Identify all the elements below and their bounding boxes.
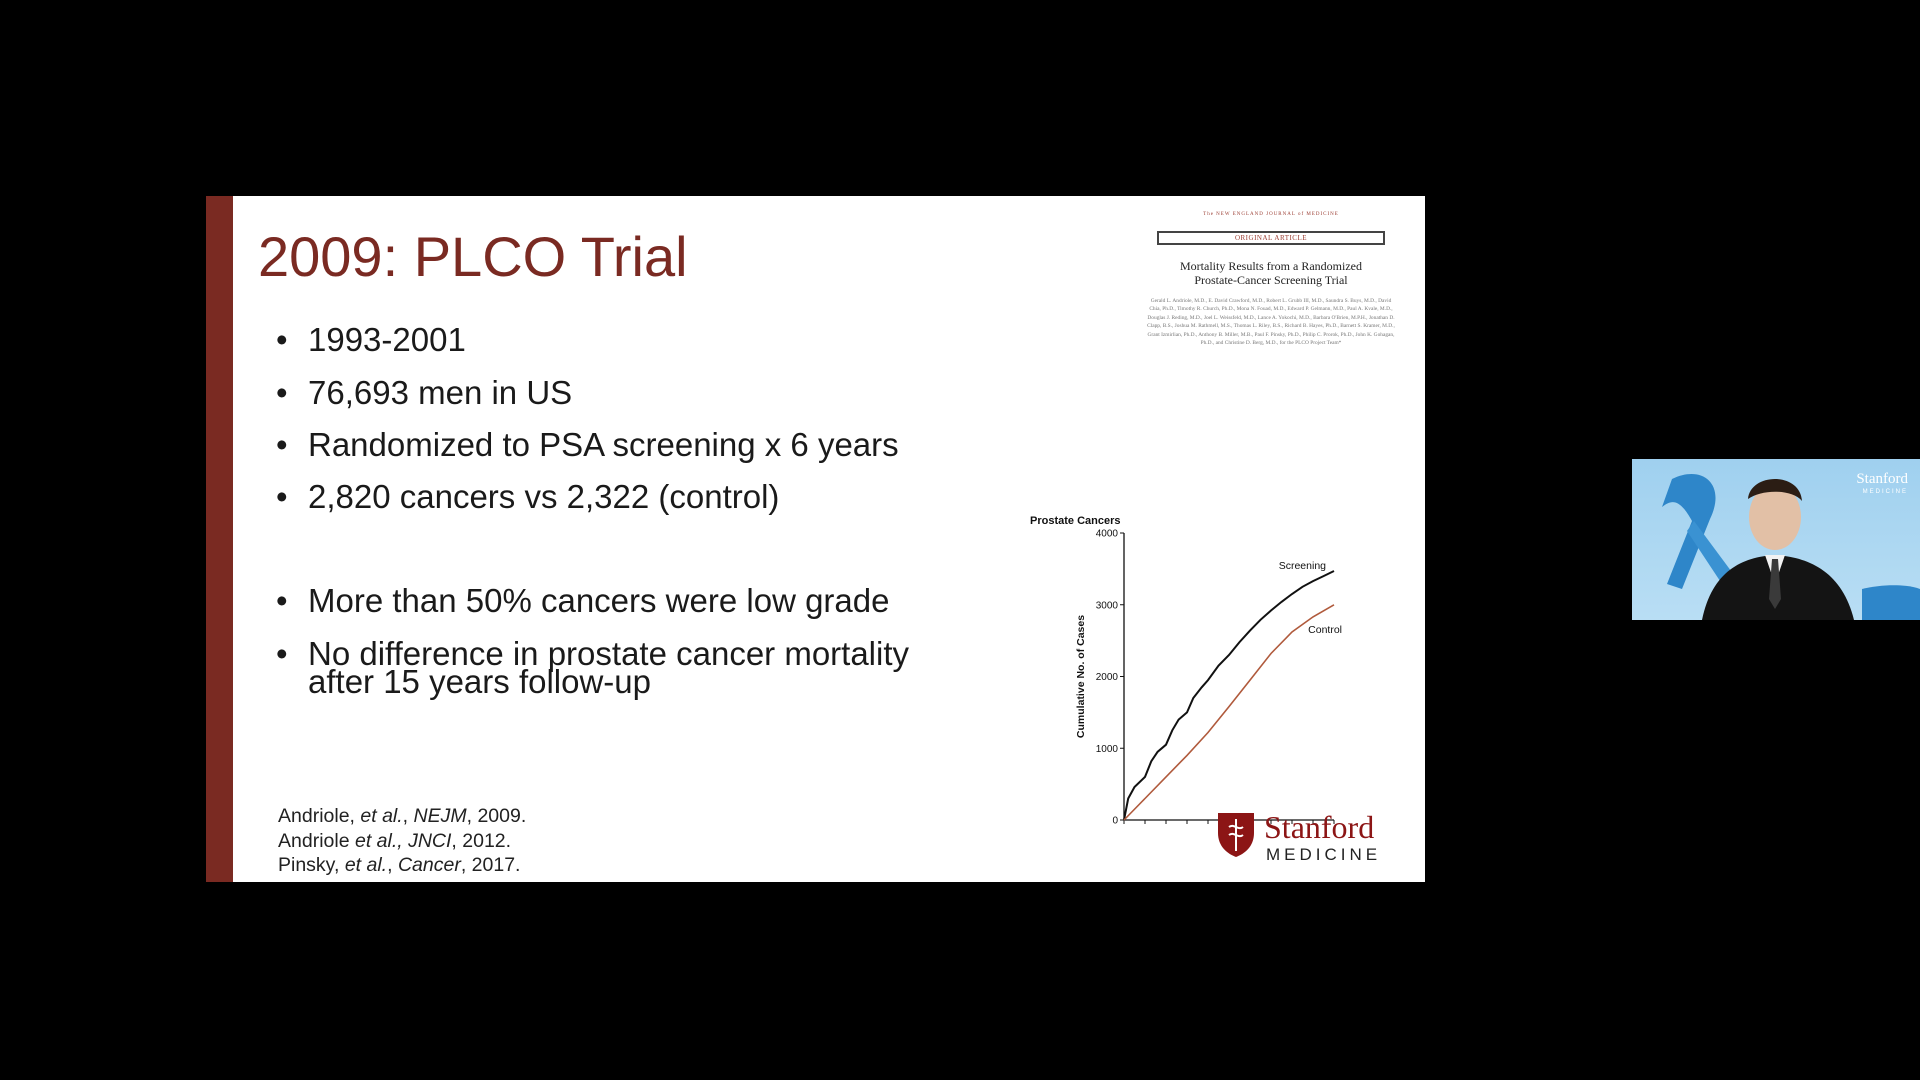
presenter-video: Stanford MEDICINE — [1632, 459, 1920, 620]
presenter-silhouette — [1662, 473, 1920, 620]
y-axis-label: Cumulative No. of Cases — [1075, 615, 1087, 738]
paper-title: Mortality Results from a Randomized Pros… — [1180, 259, 1362, 287]
bullet-text: 1993-2001 — [308, 321, 466, 358]
bullet-dot: • — [276, 374, 288, 411]
bullet-text: No difference in prostate cancer mortali… — [308, 635, 910, 672]
ref-year: , 2009. — [466, 805, 527, 827]
ref-year: , 2012. — [451, 829, 512, 852]
series-line-screening — [1123, 570, 1335, 821]
bullet-dot: • — [276, 635, 288, 672]
ref-year: , 2017. — [460, 854, 521, 876]
paper-excerpt: The NEW ENGLAND JOURNAL of MEDICINE ORIG… — [1136, 212, 1406, 347]
bullet-dot: • — [276, 321, 288, 358]
presentation-slide: 2009: PLCO Trial • 1993-2001 • 76,693 me… — [206, 196, 1425, 882]
ref-journal: NEJM — [413, 805, 467, 827]
ref-journal: Cancer — [397, 854, 461, 876]
watermark-sub: MEDICINE — [1862, 489, 1908, 495]
bullet-text: More than 50% cancers were low grade — [308, 582, 890, 619]
ref-etal: et al. — [360, 805, 403, 827]
paper-authors: Gerald L. Andriole, M.D., E. David Crawf… — [1147, 298, 1395, 347]
stanford-shield-icon — [1218, 813, 1254, 857]
slide-accent-bar — [206, 196, 233, 882]
bullet-text: 2,820 cancers vs 2,322 (control) — [308, 478, 780, 515]
y-tick-label: 2000 — [1096, 672, 1119, 683]
logo-sub: MEDICINE — [1266, 845, 1382, 864]
reference-line: Andriole et al., JNCI, 2012. — [278, 829, 526, 854]
y-tick-label: 3000 — [1096, 600, 1119, 611]
ref-author: Andriole — [278, 829, 355, 852]
logo-name: Stanford — [1264, 809, 1375, 845]
prostate-cancers-chart: Prostate Cancers010002000300040000123456… — [1030, 515, 1342, 827]
series-label-control: Control — [1308, 624, 1342, 636]
bullet-dot: • — [276, 478, 288, 515]
journal-name: The NEW ENGLAND JOURNAL of MEDICINE — [1203, 212, 1339, 217]
article-type: ORIGINAL ARTICLE — [1234, 234, 1308, 242]
reference-line: Pinsky, et al., Cancer, 2017. — [278, 853, 526, 878]
y-tick-label: 4000 — [1096, 529, 1119, 540]
bullet-text: after 15 years follow-up — [308, 663, 652, 700]
watermark-name: Stanford — [1856, 471, 1908, 487]
ref-author: Andriole, — [278, 805, 361, 827]
video-watermark: Stanford MEDICINE — [1856, 471, 1908, 499]
ref-author: Pinsky, — [278, 854, 345, 876]
reference-line: Andriole, et al., NEJM, 2009. — [278, 804, 526, 829]
series-line-control — [1123, 604, 1335, 821]
stanford-medicine-logo: Stanford MEDICINE — [1216, 811, 1396, 866]
references: Andriole, et al., NEJM, 2009. Andriole e… — [278, 804, 526, 878]
bullet-dot: • — [276, 426, 288, 463]
ref-etal: et al. — [344, 854, 388, 876]
ref-sep: , — [387, 854, 398, 876]
ref-sep: , — [402, 805, 414, 827]
bullet-text: 76,693 men in US — [308, 374, 573, 411]
chart-title: Prostate Cancers — [1030, 515, 1121, 527]
bullet-text: Randomized to PSA screening x 6 years — [308, 426, 899, 463]
slide-title: 2009: PLCO Trial — [258, 225, 688, 288]
ref-etal: et al., JNCI — [354, 829, 452, 852]
bullet-dot: • — [276, 582, 288, 619]
y-tick-label: 0 — [1112, 816, 1118, 827]
article-type-box: ORIGINAL ARTICLE — [1157, 231, 1385, 245]
y-tick-label: 1000 — [1096, 744, 1119, 755]
series-label-screening: Screening — [1279, 560, 1326, 572]
